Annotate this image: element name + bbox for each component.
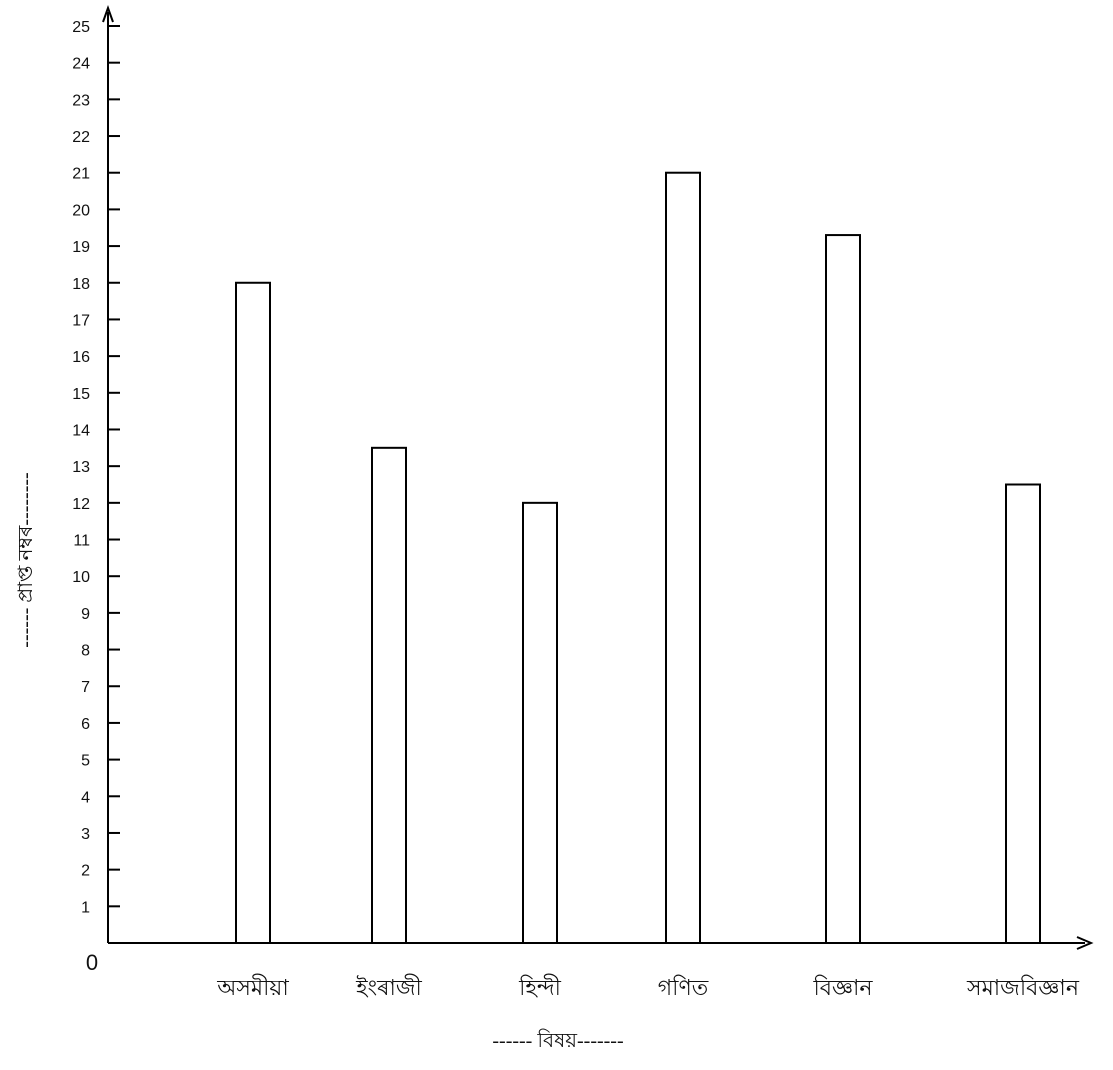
x-category-label: অসমীয়া: [216, 974, 289, 1000]
origin-label: 0: [86, 950, 98, 975]
y-tick-label: 17: [72, 312, 90, 329]
bars: [235, 171, 1041, 945]
x-category-label: হিন্দী: [518, 974, 562, 1000]
y-ticks: 1234567891011121314151617181920212223242…: [72, 19, 120, 916]
y-tick-label: 21: [72, 166, 90, 183]
y-tick-label: 20: [72, 202, 90, 219]
y-tick-label: 3: [81, 826, 90, 843]
y-tick-label: 8: [81, 643, 90, 660]
y-tick-label: 1: [81, 899, 90, 916]
y-tick-label: 25: [72, 19, 90, 36]
bar: [235, 281, 271, 944]
y-tick-label: 19: [72, 239, 90, 256]
y-tick-label: 15: [72, 386, 90, 403]
y-tick-label: 2: [81, 863, 90, 880]
y-tick-label: 9: [81, 606, 90, 623]
y-tick-label: 16: [72, 349, 90, 366]
x-category-label: গণিত: [658, 975, 709, 1000]
x-labels: অসমীয়া ইংৰাজী হিন্দী গণিত বিজ্ঞান সমাজবিজ্ঞা…: [216, 974, 1080, 1000]
bar: [1005, 483, 1041, 944]
x-axis-title: ------ বিষয়-------: [492, 1029, 623, 1052]
x-category-label: সমাজবিজ্ঞান: [966, 975, 1080, 1000]
bar: [825, 234, 861, 945]
y-tick-label: 5: [81, 753, 90, 770]
y-tick-label: 6: [81, 716, 90, 733]
y-tick-label: 24: [72, 56, 90, 73]
x-axis-arrow: [1076, 936, 1094, 950]
y-tick-label: 13: [72, 459, 90, 476]
x-category-label: ইংৰাজী: [355, 974, 422, 1000]
y-axis-title: ------ প্ৰাপ্ত নম্বৰ--------: [15, 472, 37, 647]
y-tick-label: 11: [73, 533, 90, 550]
y-tick-label: 4: [81, 789, 90, 806]
y-tick-label: 7: [81, 679, 90, 696]
y-tick-label: 14: [72, 422, 90, 439]
y-tick-label: 10: [72, 569, 90, 586]
y-axis-arrow: [102, 5, 114, 23]
y-tick-label: 23: [72, 92, 90, 109]
bar: [665, 171, 701, 945]
y-tick-label: 22: [72, 129, 90, 146]
x-category-label: বিজ্ঞান: [812, 975, 873, 1000]
y-tick-label: 12: [72, 496, 90, 513]
y-tick-label: 18: [72, 276, 90, 293]
bar: [371, 446, 407, 944]
bar: [522, 501, 558, 944]
